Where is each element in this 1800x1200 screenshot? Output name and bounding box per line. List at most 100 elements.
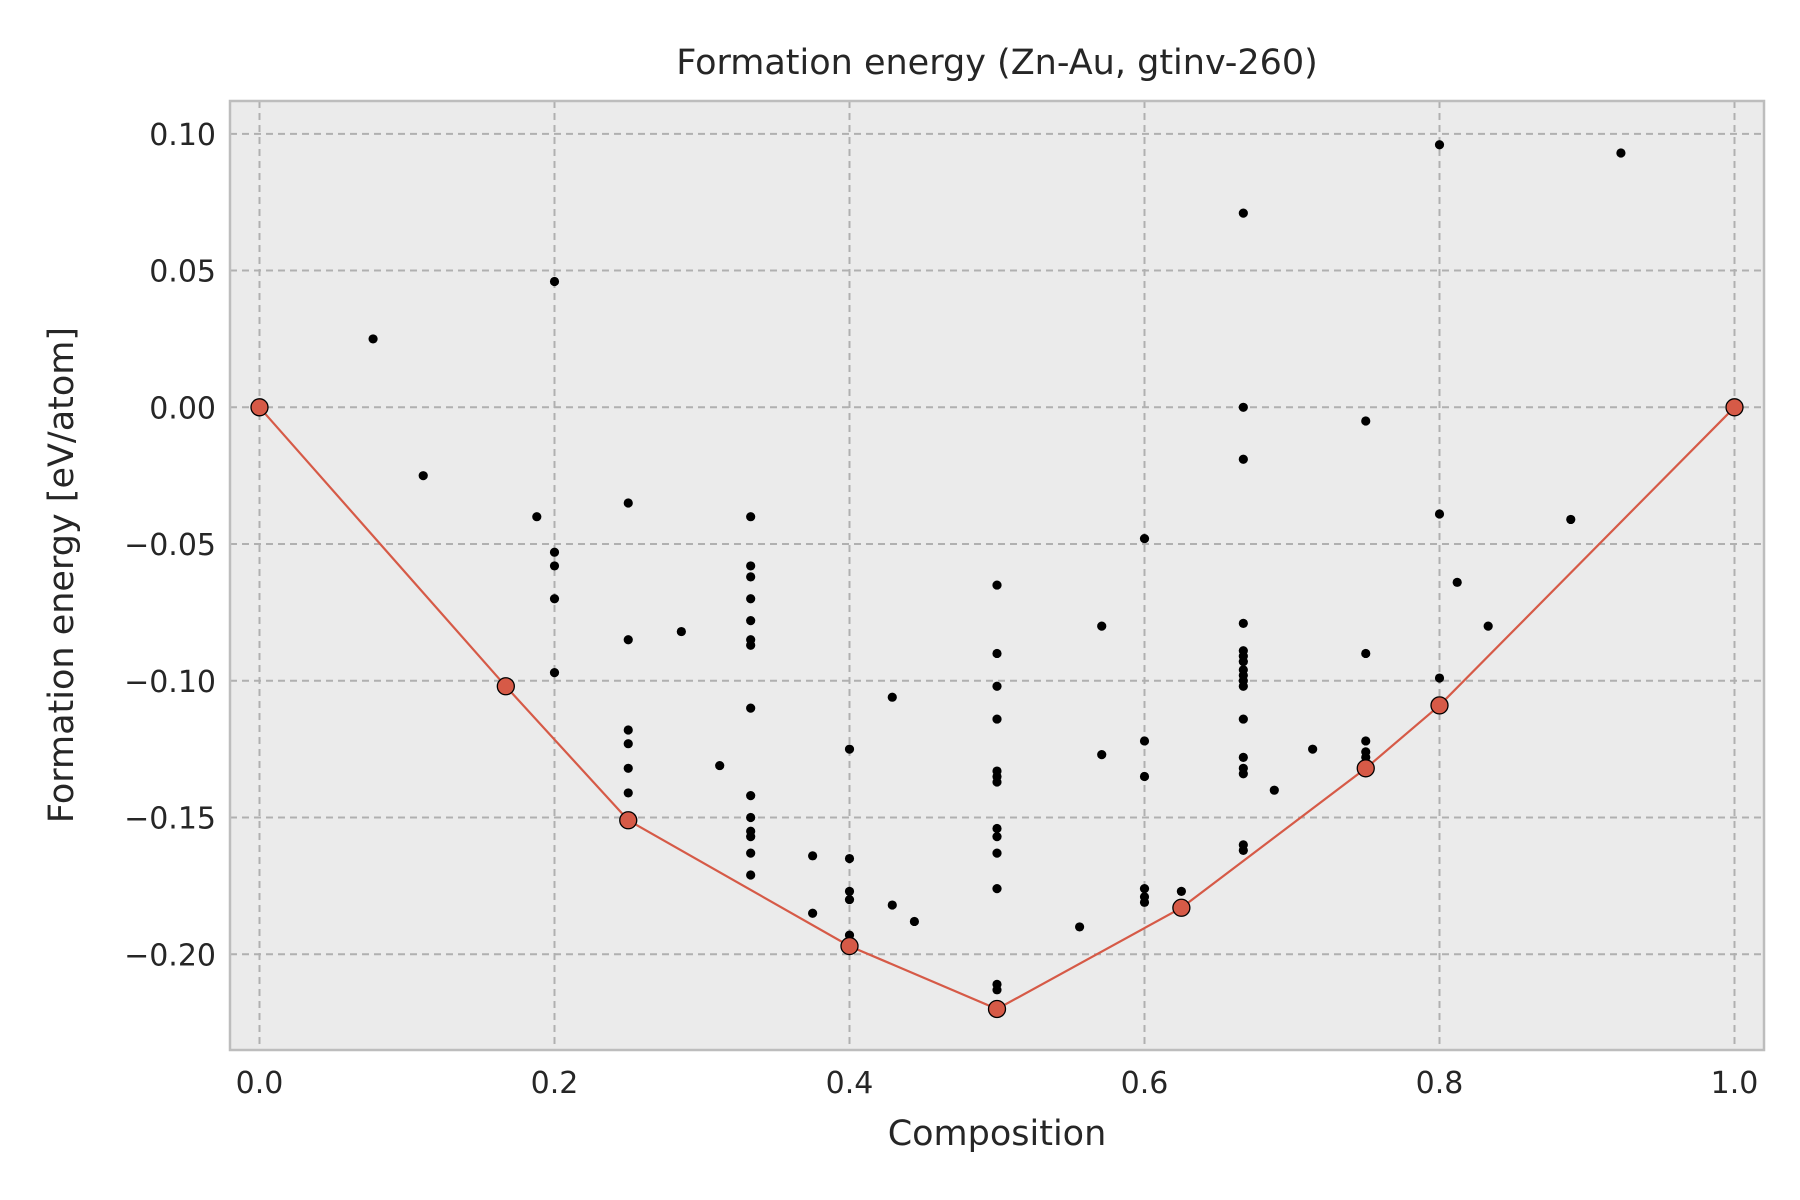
data-point bbox=[1238, 618, 1248, 628]
data-point bbox=[1097, 750, 1107, 760]
data-point bbox=[623, 725, 633, 735]
data-point bbox=[549, 547, 560, 557]
data-point bbox=[844, 886, 855, 896]
data-point bbox=[1238, 752, 1248, 762]
data-point bbox=[1361, 736, 1371, 746]
data-point bbox=[746, 561, 756, 571]
data-point bbox=[887, 692, 897, 702]
data-point bbox=[1238, 402, 1248, 412]
hull-point bbox=[496, 677, 515, 696]
data-point bbox=[746, 832, 756, 842]
data-point bbox=[1269, 785, 1279, 795]
x-tick-label: 0.2 bbox=[531, 1066, 579, 1101]
data-point bbox=[1238, 208, 1248, 218]
x-tick-label: 0.6 bbox=[1121, 1066, 1169, 1101]
data-point bbox=[746, 848, 756, 858]
data-point bbox=[623, 635, 633, 645]
data-point bbox=[808, 851, 818, 861]
data-point bbox=[1097, 621, 1107, 631]
hull-point bbox=[1430, 696, 1449, 715]
data-point bbox=[1616, 148, 1626, 158]
grid-lines bbox=[230, 101, 1764, 1050]
data-point bbox=[844, 894, 855, 905]
y-tick-label: −0.10 bbox=[124, 665, 216, 700]
chart-title: Formation energy (Zn-Au, gtinv-260) bbox=[676, 43, 1318, 83]
data-point bbox=[844, 744, 855, 754]
y-tick-label: −0.05 bbox=[124, 528, 216, 563]
data-point bbox=[746, 703, 756, 713]
data-point bbox=[549, 594, 560, 604]
data-point bbox=[992, 832, 1002, 842]
data-point bbox=[623, 763, 633, 773]
data-point bbox=[1139, 533, 1150, 544]
data-point bbox=[715, 760, 725, 771]
data-point bbox=[532, 512, 542, 522]
hull-point bbox=[1356, 759, 1375, 778]
data-point bbox=[1434, 140, 1445, 150]
data-point bbox=[1434, 509, 1445, 519]
y-tick-labels: 0.10 0.05 0.00 −0.05 −0.10 −0.15 −0.20 bbox=[124, 118, 216, 973]
data-point bbox=[549, 667, 560, 678]
data-point bbox=[1139, 736, 1150, 746]
data-point bbox=[623, 498, 633, 508]
scatter-points bbox=[368, 140, 1626, 995]
data-point bbox=[992, 580, 1002, 590]
y-tick-label: 0.10 bbox=[149, 118, 216, 153]
plot-background bbox=[230, 101, 1764, 1050]
data-point bbox=[1139, 884, 1150, 894]
data-point bbox=[992, 985, 1002, 995]
data-point bbox=[992, 714, 1002, 724]
data-point bbox=[992, 681, 1002, 691]
x-tick-label: 1.0 bbox=[1711, 1066, 1759, 1101]
data-point bbox=[1452, 577, 1462, 587]
data-point bbox=[1238, 714, 1248, 724]
data-point bbox=[549, 276, 560, 287]
data-point bbox=[1566, 514, 1576, 525]
x-tick-label: 0.0 bbox=[236, 1066, 284, 1101]
data-point bbox=[992, 648, 1002, 659]
data-point bbox=[844, 853, 855, 864]
data-point bbox=[808, 908, 818, 918]
data-point bbox=[746, 791, 756, 801]
data-point bbox=[368, 334, 378, 344]
data-point bbox=[1238, 681, 1248, 691]
data-point bbox=[1308, 744, 1318, 754]
data-point bbox=[1238, 657, 1248, 667]
data-point bbox=[623, 788, 633, 798]
data-point bbox=[746, 572, 756, 582]
hull-point bbox=[619, 811, 638, 830]
plot-frame bbox=[228, 99, 1766, 1052]
x-tick-labels: 0.0 0.2 0.4 0.6 0.8 1.0 bbox=[236, 1066, 1759, 1101]
x-tick-label: 0.4 bbox=[826, 1066, 874, 1101]
hull-point bbox=[1172, 898, 1191, 917]
data-point bbox=[746, 812, 756, 823]
data-point bbox=[1361, 648, 1371, 659]
hull-point bbox=[1725, 398, 1744, 417]
x-axis-title: Composition bbox=[888, 1114, 1107, 1154]
data-point bbox=[746, 870, 756, 880]
x-tick-label: 0.8 bbox=[1416, 1066, 1464, 1101]
data-point bbox=[1139, 897, 1150, 907]
data-point bbox=[1361, 416, 1371, 426]
data-point bbox=[887, 900, 897, 910]
data-point bbox=[676, 626, 686, 637]
data-point bbox=[623, 739, 633, 749]
data-point bbox=[1434, 673, 1445, 683]
y-tick-label: 0.05 bbox=[149, 255, 216, 290]
data-point bbox=[418, 471, 428, 481]
data-point bbox=[1483, 621, 1493, 631]
data-point bbox=[746, 512, 756, 522]
data-point bbox=[992, 848, 1002, 858]
hull-point bbox=[840, 936, 859, 956]
data-point bbox=[992, 777, 1002, 787]
y-tick-label: −0.20 bbox=[124, 938, 216, 973]
data-point bbox=[1139, 771, 1150, 782]
data-point bbox=[549, 561, 560, 571]
data-point bbox=[746, 640, 756, 650]
data-point bbox=[1238, 454, 1248, 464]
data-point bbox=[746, 616, 756, 626]
data-point bbox=[1176, 886, 1186, 896]
data-point bbox=[1238, 769, 1248, 779]
data-point bbox=[992, 884, 1002, 894]
convex-hull bbox=[250, 398, 1744, 1019]
